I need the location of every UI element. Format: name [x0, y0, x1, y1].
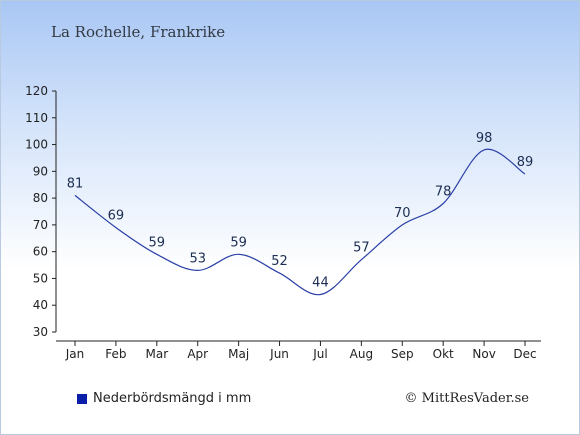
data-label: 53 [189, 251, 206, 266]
data-label: 89 [517, 155, 534, 170]
y-tick-label: 120 [25, 84, 48, 98]
series-line [74, 148, 526, 296]
x-tick-label: Okt [433, 347, 454, 361]
data-label: 59 [230, 235, 247, 250]
chart-title: La Rochelle, Frankrike [51, 23, 226, 41]
data-label: 69 [108, 209, 125, 224]
x-tick-label: Dec [513, 347, 536, 361]
x-tick-label: Jun [269, 347, 289, 361]
data-label: 44 [312, 276, 329, 291]
x-tick-label: Mar [145, 347, 168, 361]
data-label: 52 [271, 254, 288, 269]
x-tick-label: Sep [391, 347, 414, 361]
y-tick-label: 30 [33, 325, 48, 339]
x-tick-label: Jul [312, 347, 327, 361]
x-tick-label: Maj [228, 347, 249, 361]
data-label: 59 [149, 235, 166, 250]
x-tick-label: Aug [350, 347, 373, 361]
x-tick-label: Feb [105, 347, 126, 361]
y-tick-label: 90 [33, 164, 48, 178]
y-tick-label: 100 [25, 138, 48, 152]
credit-text: © MittResVader.se [404, 391, 529, 406]
x-tick-label: Jan [65, 347, 85, 361]
y-tick-label: 70 [33, 218, 48, 232]
x-tick-label: Nov [472, 347, 495, 361]
y-tick-label: 80 [33, 191, 48, 205]
y-tick-label: 60 [33, 245, 48, 259]
legend: Nederbördsmängd i mm [77, 391, 251, 406]
data-label: 70 [394, 206, 411, 221]
y-tick-label: 50 [33, 271, 48, 285]
y-tick-label: 110 [25, 111, 48, 125]
data-label: 98 [476, 131, 493, 146]
legend-label: Nederbördsmängd i mm [93, 391, 252, 406]
x-tick-label: Apr [187, 347, 208, 361]
data-label: 78 [435, 184, 452, 199]
y-tick-label: 40 [33, 298, 48, 312]
legend-swatch [77, 393, 87, 404]
data-label: 57 [353, 241, 370, 256]
data-label: 81 [67, 176, 84, 191]
